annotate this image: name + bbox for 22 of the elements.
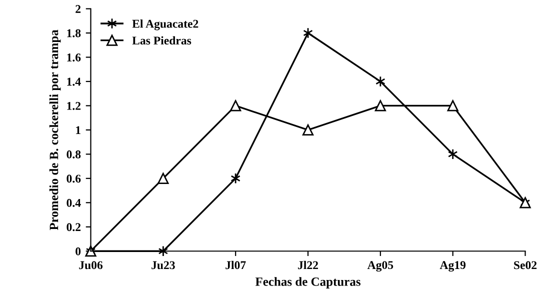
- legend-label: El Aguacate2: [132, 19, 198, 30]
- x-tick-label: Ju06: [79, 261, 103, 270]
- x-tick-label: Ju23: [152, 261, 175, 270]
- y-tick-label: 0.8: [66, 150, 81, 158]
- y-tick-label: 0.2: [66, 223, 81, 232]
- x-tick-label: Se02: [514, 261, 537, 270]
- y-tick-label: 0: [76, 247, 81, 256]
- y-tick-label: 1.2: [67, 102, 81, 110]
- y-tick-label: 1: [76, 126, 80, 134]
- y-tick-label: 0.4: [66, 198, 81, 207]
- x-tick-label: Jl22: [298, 260, 318, 270]
- x-tick-label: Ag05: [367, 261, 394, 272]
- y-tick-label: 1.4: [67, 78, 81, 86]
- x-tick-label: Ag19: [440, 261, 466, 272]
- y-tick-label: 2: [76, 5, 81, 13]
- x-tick-label: Jl07: [226, 260, 246, 270]
- y-tick-label: 0.6: [66, 174, 81, 183]
- y-tick-label: 1.8: [67, 29, 81, 38]
- y-axis-title: Promedio de B. cockerelli por trampa: [49, 30, 61, 230]
- x-axis-title: Fechas de Capturas: [255, 277, 360, 288]
- legend-label: Las Piedras: [132, 36, 192, 45]
- y-tick-label: 1.6: [67, 54, 81, 62]
